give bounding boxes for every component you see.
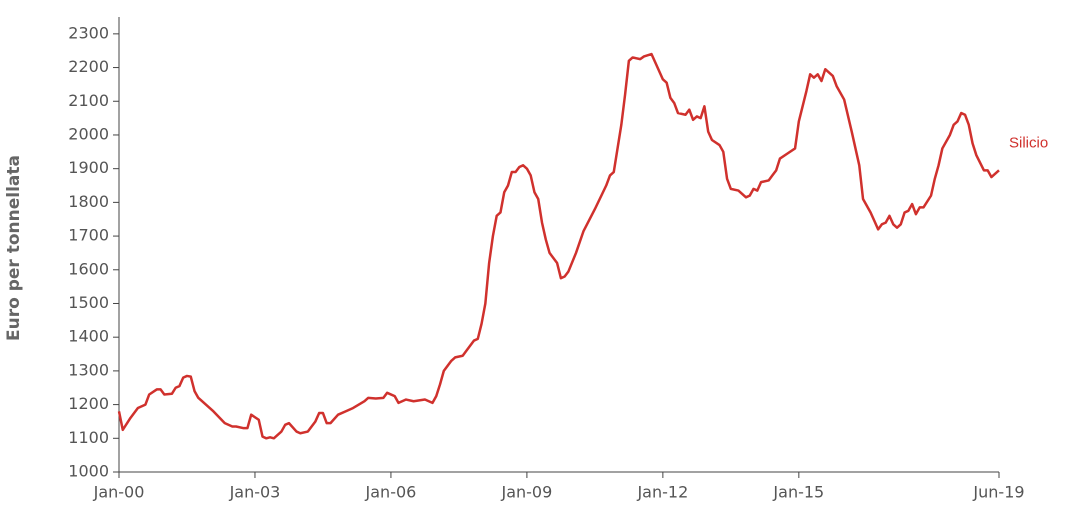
y-tick-label: 1900 — [68, 158, 109, 177]
series-label: Silicio — [1009, 134, 1048, 151]
y-axis-label: Euro per tonnellata — [4, 155, 24, 341]
y-tick-label: 1400 — [68, 327, 109, 346]
x-tick-label: Jun-19 — [972, 483, 1024, 502]
y-tick-label: 2000 — [68, 124, 109, 143]
x-tick-label: Jan-09 — [500, 483, 552, 502]
y-tick-label: 1700 — [68, 226, 109, 245]
x-tick-label: Jan-06 — [365, 483, 417, 502]
x-tick-label: Jan-15 — [772, 483, 824, 502]
x-tick-label: Jan-03 — [229, 483, 281, 502]
y-tick-label: 1800 — [68, 192, 109, 211]
y-tick-label: 2300 — [68, 23, 109, 42]
y-tick-label: 2100 — [68, 91, 109, 110]
y-tick-label: 1600 — [68, 259, 109, 278]
x-tick-label: Jan-12 — [636, 483, 688, 502]
y-tick-label: 1100 — [68, 428, 109, 447]
line — [117, 52, 1000, 440]
y-tick-label: 2200 — [68, 57, 109, 76]
y-tick-label: 1000 — [68, 462, 109, 481]
y-tick-label: 1500 — [68, 293, 109, 312]
x-tick-label: Jan-00 — [93, 483, 145, 502]
y-tick-label: 1200 — [68, 394, 109, 413]
y-tick-label: 1300 — [68, 360, 109, 379]
